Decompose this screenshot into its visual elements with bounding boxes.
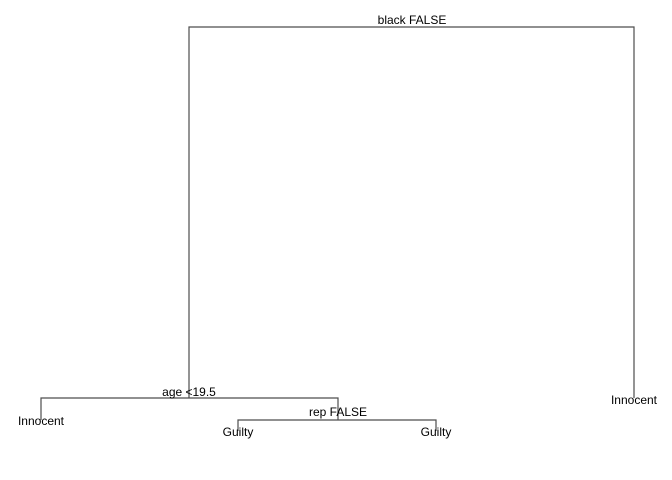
edge-age-left [40, 397, 189, 420]
edge-age-right [189, 397, 339, 420]
leaf-guilty-right: Guilty [421, 425, 452, 439]
rep-split-label: rep FALSE [309, 405, 367, 419]
edge-root-right [412, 26, 635, 398]
edge-rep-left [237, 419, 338, 431]
leaf-innocent-left: Innocent [18, 414, 65, 428]
edge-root-left [188, 26, 412, 398]
leaf-innocent-right: Innocent [611, 393, 658, 407]
age-split-label: age <19.5 [162, 385, 216, 399]
edge-rep-right [338, 419, 437, 431]
root-split-label: black FALSE [378, 13, 447, 27]
leaf-guilty-left: Guilty [223, 425, 254, 439]
